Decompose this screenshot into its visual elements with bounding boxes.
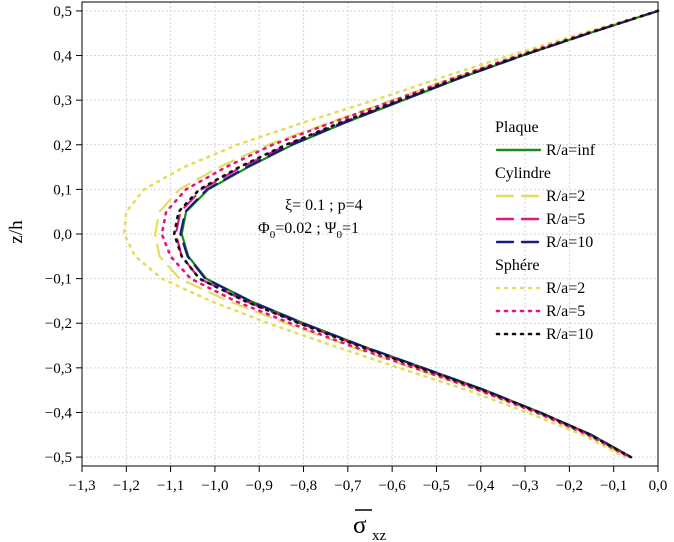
annotation-middle: =0.02 ; Ψ (275, 220, 336, 237)
annotation: ξ= 0.1 ; p=4 Φ0=0.02 ; Ψ0=1 (258, 197, 363, 241)
y-tick-label: 0,2 (53, 138, 72, 154)
annotation-phi-sub: 0 (270, 229, 276, 241)
x-tick-label: −0,6 (379, 478, 407, 494)
y-tick-label: 0,5 (53, 4, 72, 20)
legend-entry-label: R/a=10 (546, 234, 593, 251)
legend-entry-label: R/a=10 (546, 326, 593, 343)
x-tick-label: −0,2 (556, 478, 583, 494)
x-tick-label: −0,1 (600, 478, 627, 494)
x-tick-label: −0,3 (511, 478, 538, 494)
series-line-4 (179, 9, 660, 459)
x-tick-label: −1,0 (201, 478, 228, 494)
y-tick-label: −0,2 (45, 316, 72, 332)
legend-group-title: Sphére (495, 257, 539, 274)
y-tick-label: 0,4 (53, 49, 72, 65)
y-tick-label: −0,4 (45, 405, 73, 421)
x-tick-label: 0,0 (649, 478, 668, 494)
x-axis-title: σ xz (353, 509, 387, 542)
x-tick-label: −0,9 (246, 478, 273, 494)
x-tick-label: −0,7 (334, 478, 362, 494)
y-tick-label: 0,3 (53, 93, 72, 109)
legend-group-title: Plaque (495, 119, 539, 136)
y-tick-label: −0,1 (45, 272, 72, 288)
legend-entry-label: R/a=2 (546, 188, 585, 205)
series-line-6 (160, 9, 660, 459)
x-tick-label: −1,2 (113, 478, 140, 494)
x-axis-title-symbol: σ (353, 512, 367, 539)
y-tick-label: 0,0 (53, 227, 72, 243)
legend-entry-label: R/a=5 (546, 303, 585, 320)
y-tick-label: −0,5 (45, 450, 72, 466)
y-tick-label: −0,3 (45, 361, 72, 377)
x-tick-label: −1,3 (68, 478, 95, 494)
x-axis-title-subscript: xz (372, 528, 387, 542)
annotation-line-1: ξ= 0.1 ; p=4 (285, 197, 363, 214)
legend-entry-label: R/a=5 (546, 211, 585, 228)
annotation-line-2: Φ0=0.02 ; Ψ0=1 (258, 220, 359, 241)
annotation-psi-sub: 0 (336, 229, 342, 241)
legend: Plaque R/a=inf Cylindre R/a=2 R/a=5 R/a=10 Sph… (495, 119, 596, 343)
series-line-5 (122, 9, 660, 459)
x-tick-label: −0,8 (290, 478, 317, 494)
annotation-phi: Φ (258, 220, 270, 237)
series-line-7 (172, 9, 660, 459)
y-axis-title: z/h (6, 220, 27, 244)
axis-ticks: −1,3 −1,2 −1,1 −1,0 −0,9 −0,8 −0,7 −0,6 −0,5 −0,4… (45, 4, 668, 494)
x-tick-label: −1,1 (157, 478, 184, 494)
x-tick-label: −0,5 (423, 478, 450, 494)
x-tick-label: −0,4 (467, 478, 495, 494)
legend-group-title: Cylindre (495, 165, 551, 182)
annotation-end: =1 (342, 220, 359, 237)
legend-entry-label: R/a=inf (546, 142, 596, 159)
series-lines (122, 9, 660, 459)
y-tick-label: 0,1 (53, 182, 72, 198)
legend-entry-label: R/a=2 (546, 280, 585, 297)
